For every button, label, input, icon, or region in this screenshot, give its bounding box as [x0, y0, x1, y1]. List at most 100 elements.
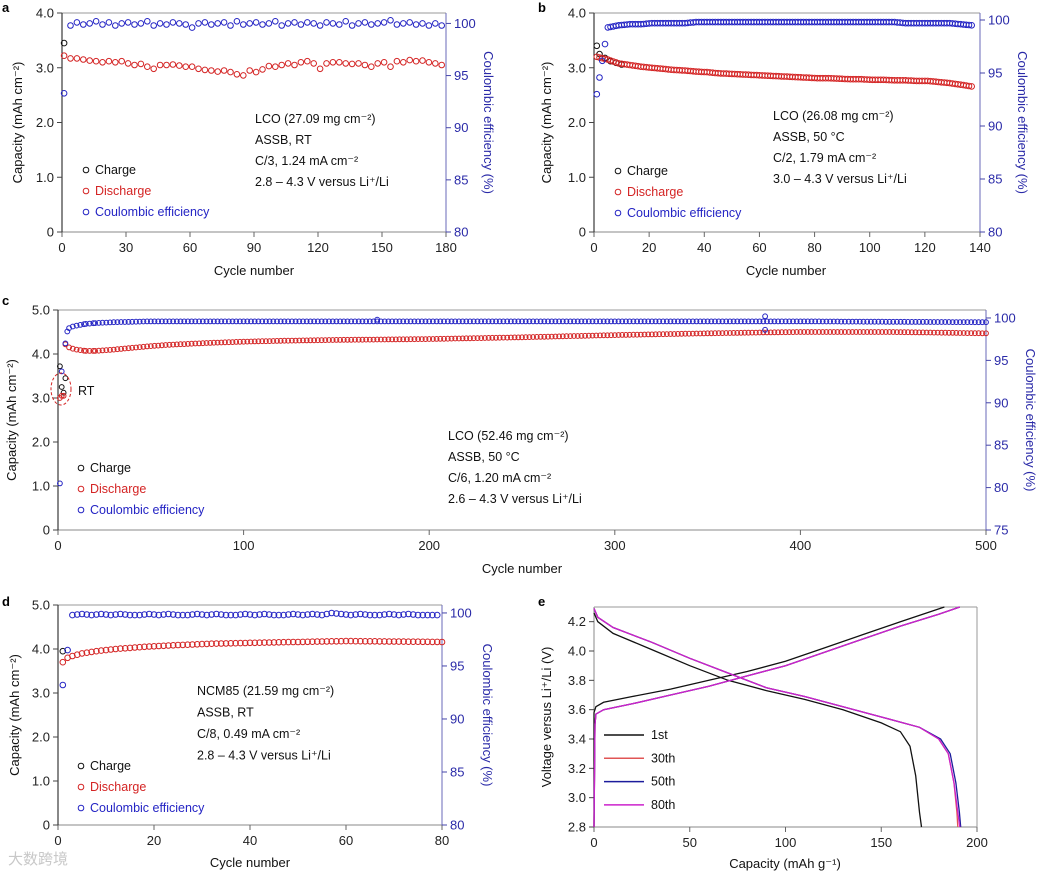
data-point	[296, 337, 303, 344]
data-point	[60, 39, 68, 47]
curve-line	[593, 606, 961, 828]
series-80th-charge	[593, 606, 961, 828]
legend-label: Discharge	[95, 184, 151, 198]
data-point	[376, 611, 383, 619]
data-point	[419, 57, 426, 64]
data-point	[196, 340, 203, 347]
data-point	[284, 60, 292, 67]
data-point	[559, 333, 566, 340]
y-tick-label: 1.0	[36, 170, 54, 185]
data-point	[827, 318, 833, 325]
x-tick-label: 150	[371, 240, 393, 255]
data-point	[177, 318, 184, 325]
y2-tick-label: 90	[450, 711, 464, 726]
data-point	[548, 333, 555, 340]
data-point	[92, 18, 100, 25]
data-point	[660, 318, 666, 325]
data-point	[404, 336, 410, 343]
series-coulombic-efficiency	[64, 318, 989, 335]
data-point	[323, 19, 330, 26]
data-point	[526, 318, 533, 325]
data-point	[894, 329, 900, 336]
x-tick-label: 50	[683, 835, 697, 850]
data-point	[208, 21, 215, 28]
data-point	[304, 19, 311, 26]
data-point	[667, 318, 674, 325]
data-point	[182, 63, 189, 70]
data-point	[425, 22, 433, 29]
data-point	[124, 60, 132, 67]
data-point	[166, 341, 173, 348]
x-tick-label: 60	[339, 833, 353, 848]
data-point	[208, 67, 215, 74]
data-point	[474, 335, 481, 342]
legend-label: Charge	[90, 461, 131, 475]
y2-tick-label: 85	[454, 172, 468, 187]
x-tick-label: 100	[233, 538, 255, 553]
data-point	[95, 320, 102, 326]
data-point	[965, 82, 973, 90]
data-point	[541, 333, 548, 340]
data-point	[522, 318, 529, 325]
data-point	[607, 57, 614, 64]
data-point	[359, 318, 366, 325]
data-point	[530, 318, 536, 325]
data-point	[424, 638, 431, 646]
data-point	[166, 318, 173, 325]
data-point	[352, 637, 359, 645]
data-point	[184, 611, 191, 619]
x-tick-label: 100	[775, 835, 797, 850]
data-point	[597, 332, 603, 339]
data-point	[99, 59, 106, 66]
data-point	[489, 334, 496, 341]
data-point	[352, 611, 359, 618]
data-point	[114, 346, 121, 353]
data-point	[842, 318, 848, 325]
data-point	[95, 347, 102, 354]
legend-marker	[77, 506, 85, 514]
data-point	[916, 329, 923, 336]
data-point	[611, 332, 618, 339]
y2-tick-label: 75	[994, 523, 1008, 538]
data-point	[753, 329, 759, 336]
data-point	[203, 640, 211, 648]
data-point	[793, 318, 800, 325]
y-tick-label: 1.0	[32, 479, 50, 494]
data-point	[280, 611, 287, 619]
data-point	[389, 318, 396, 325]
x-tick-label: 0	[54, 833, 61, 848]
data-point	[578, 333, 585, 339]
data-point	[875, 318, 882, 325]
data-point	[208, 611, 215, 618]
data-point	[256, 611, 263, 618]
data-point	[218, 339, 225, 346]
data-point	[370, 318, 377, 325]
data-point	[419, 20, 426, 27]
data-point	[105, 57, 113, 65]
y2-tick-label: 80	[994, 480, 1008, 495]
data-point	[270, 611, 278, 619]
data-point	[374, 20, 382, 27]
data-point	[864, 318, 871, 325]
data-point	[251, 318, 258, 325]
series-coulombic-efficiency	[593, 18, 976, 98]
y2-axis-title: Coulombic efficiency (%)	[481, 51, 496, 194]
data-point	[112, 645, 119, 653]
data-point	[188, 24, 196, 31]
data-point	[882, 318, 889, 325]
data-point	[69, 323, 76, 330]
data-point	[112, 22, 119, 29]
data-point	[582, 318, 588, 325]
data-point	[246, 20, 253, 27]
data-point	[227, 68, 234, 76]
data-point	[336, 21, 343, 28]
data-point	[537, 333, 544, 340]
data-point	[414, 638, 422, 646]
y-tick-label: 2.0	[568, 115, 586, 130]
y-tick-label: 4.0	[568, 6, 586, 21]
data-point	[927, 319, 934, 325]
series-80th-discharge	[593, 608, 961, 828]
data-point	[57, 363, 63, 370]
data-point	[246, 639, 254, 647]
data-point	[414, 611, 422, 619]
